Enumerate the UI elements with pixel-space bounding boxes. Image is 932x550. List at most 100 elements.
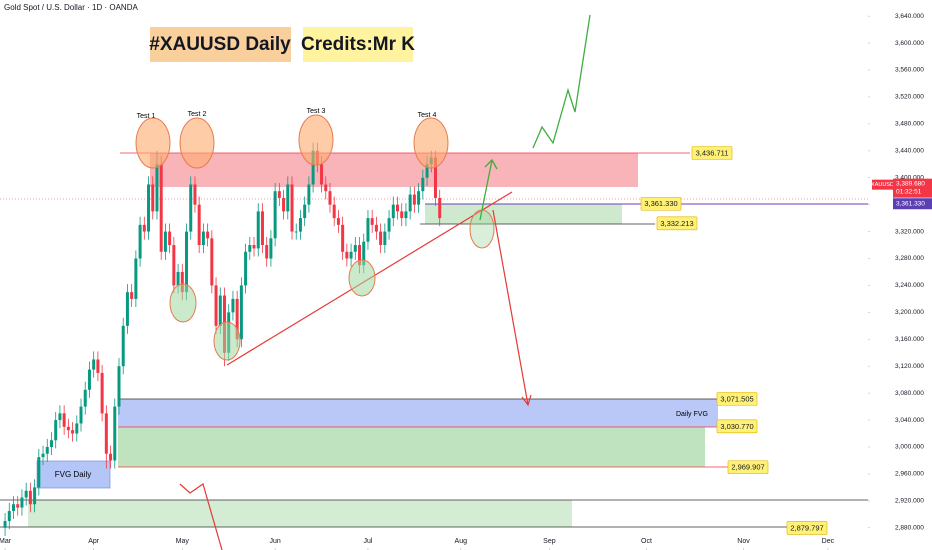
- candle-body: [193, 184, 197, 205]
- candle-body: [12, 504, 16, 511]
- candle-body: [282, 197, 286, 212]
- candle-body: [307, 184, 311, 205]
- candle-body: [362, 241, 366, 266]
- level-label: 3,071.505: [720, 394, 753, 403]
- annotation: Test 3: [307, 108, 326, 115]
- candle-body: [7, 510, 11, 522]
- y-tick-label: 3,000.000: [895, 444, 924, 451]
- countdown-label: 01:32:51: [896, 188, 922, 195]
- candle-body: [269, 238, 273, 259]
- test-circle: [135, 117, 171, 169]
- candle-body: [20, 497, 24, 508]
- candle-body: [197, 204, 201, 246]
- low-circle: [348, 259, 376, 297]
- x-tick-label: Sep: [543, 538, 556, 545]
- y-tick-label: 3,560.000: [895, 67, 924, 74]
- x-tick-label: Apr: [88, 538, 100, 545]
- level-label: 2,969.907: [731, 463, 764, 472]
- candle-body: [113, 406, 117, 461]
- x-tick-label: May: [176, 538, 190, 545]
- x-tick-label: Nov: [737, 538, 750, 545]
- x-tick-label: Mar: [0, 538, 12, 545]
- candle-body: [438, 197, 442, 219]
- title: #XAUUSD Daily: [149, 34, 291, 55]
- y-tick-label: 3,480.000: [895, 121, 924, 128]
- candle-body: [298, 218, 302, 232]
- level-label: 3,436.711: [696, 148, 729, 157]
- candle-body: [147, 184, 151, 232]
- annotation: Test 4: [418, 112, 437, 119]
- candle-body: [303, 204, 307, 219]
- candle-body: [185, 231, 189, 293]
- candle-body: [252, 245, 256, 249]
- x-tick-label: Jul: [363, 538, 372, 545]
- candle-body: [159, 164, 163, 252]
- level-tag: [716, 392, 758, 406]
- fvg-zone: [118, 399, 718, 427]
- candle-body: [324, 184, 328, 192]
- candle-body: [201, 231, 205, 246]
- candle-body: [294, 231, 298, 233]
- y-tick-label: 3,160.000: [895, 336, 924, 343]
- arrow: [479, 159, 493, 221]
- line-price-label: 3,361.330: [896, 200, 925, 207]
- candle-body: [244, 251, 248, 286]
- projection: [179, 483, 223, 550]
- level-tag: [691, 146, 733, 160]
- level-tag: [727, 460, 769, 475]
- y-tick-label: 2,880.000: [895, 525, 924, 532]
- symbol-label: XAUUSD: [871, 182, 894, 188]
- candle-body: [417, 191, 421, 205]
- candle-body: [172, 245, 176, 286]
- annotation: FVG Daily: [55, 470, 91, 479]
- candle-body: [358, 245, 362, 266]
- candle-body: [16, 504, 20, 508]
- level-label: 3,361.330: [644, 199, 677, 208]
- candle-body: [433, 157, 437, 198]
- candle-body: [379, 231, 383, 246]
- candle-body: [134, 258, 138, 299]
- symbol-tag: [872, 179, 893, 190]
- candle-body: [341, 224, 345, 252]
- candle-body: [180, 271, 184, 293]
- candle-body: [62, 413, 66, 427]
- candle-body: [387, 218, 391, 232]
- y-tick-label: 3,120.000: [895, 363, 924, 370]
- candle-body: [286, 184, 290, 212]
- candle-body: [332, 204, 336, 219]
- last-price-tag: [893, 178, 932, 198]
- candle-body: [290, 184, 294, 232]
- candle-body: [37, 457, 41, 488]
- y-tick-label: 3,400.000: [895, 174, 924, 181]
- supply-zone: [150, 153, 638, 187]
- candle-body: [121, 325, 125, 367]
- candle-body: [117, 366, 121, 407]
- arrow-head: [521, 394, 532, 407]
- candle-body: [374, 224, 378, 232]
- candle-body: [28, 490, 32, 505]
- level-label: 3,332.213: [660, 219, 693, 228]
- annotation: Test 1: [137, 113, 156, 120]
- x-tick-label: Oct: [641, 538, 652, 545]
- title-box: [150, 27, 291, 62]
- candle-body: [256, 211, 260, 249]
- demand-zone: [425, 204, 622, 224]
- candle-body: [231, 298, 235, 313]
- candle-body: [151, 184, 155, 212]
- y-tick-label: 2,960.000: [895, 471, 924, 478]
- candle-body: [328, 191, 332, 205]
- candle-body: [336, 218, 340, 225]
- candle-body: [168, 231, 172, 246]
- candle-body: [391, 204, 395, 219]
- arrow-head: [484, 158, 498, 170]
- y-tick-label: 3,080.000: [895, 390, 924, 397]
- candle-body: [49, 440, 53, 448]
- candle-body: [54, 420, 58, 441]
- candle-body: [353, 245, 357, 252]
- fvg-box: [36, 460, 111, 489]
- candle-body: [109, 453, 113, 461]
- candle-body: [100, 372, 104, 414]
- candle-body: [239, 285, 243, 340]
- candle-body: [87, 369, 91, 390]
